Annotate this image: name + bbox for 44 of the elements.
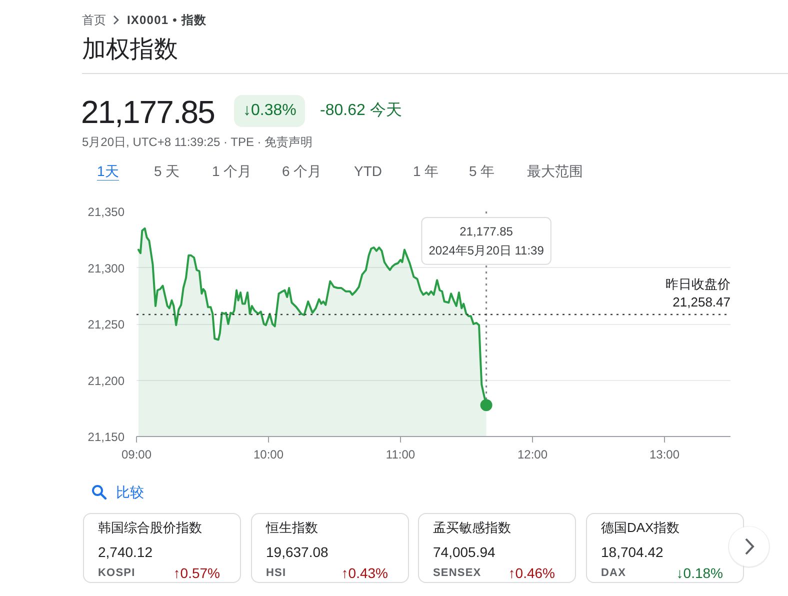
text: 5 天: [154, 163, 180, 179]
category-label: 德国DAX指数: [601, 520, 680, 535]
text: ↑0.57%: [173, 565, 220, 581]
text: 21,177.85: [81, 94, 214, 130]
text: 最大范围: [527, 163, 583, 179]
text: ↓0.38%: [234, 95, 306, 127]
text: 1天: [97, 163, 119, 183]
text: ↓0.18%: [676, 565, 723, 581]
category-label: 恒生指数: [266, 520, 318, 535]
text: -80.62 今天: [320, 102, 402, 119]
text: 首页: [82, 13, 106, 27]
text: 6 个月: [282, 163, 322, 179]
x-tick-label: 09:00: [121, 448, 152, 462]
y-tick-label: 21,200: [88, 374, 125, 388]
text: 比较: [116, 484, 144, 500]
text: 18,704.42: [601, 544, 664, 560]
text: IX0001 • 指数: [127, 13, 207, 27]
y-tick-label: 21,250: [88, 318, 125, 332]
text: 19,637.08: [266, 544, 328, 560]
y-tick-label: 21,350: [88, 205, 125, 219]
y-tick-label: 21,150: [88, 430, 125, 444]
x-tick-label: 11:00: [386, 448, 416, 462]
text: YTD: [354, 163, 382, 179]
text: SENSEX: [433, 567, 482, 579]
text: 5月20日, UTC+8 11:39:25 · TPE · 免责声明: [82, 135, 313, 149]
text: KOSPI: [98, 567, 136, 579]
text: ↑0.46%: [508, 565, 555, 581]
x-tick-label: 10:00: [253, 448, 284, 462]
annotation: 21,177.85 2024年5月20日 11:39: [428, 224, 544, 258]
text: DAX: [601, 567, 626, 579]
text: ↑0.43%: [341, 565, 388, 581]
chart-title: 加权指数: [82, 36, 178, 63]
x-tick-label: 12:00: [517, 448, 548, 462]
text: 2,740.12: [98, 544, 152, 560]
category-label: 孟买敏感指数: [433, 520, 511, 535]
category-label: 韩国综合股价指数: [98, 520, 202, 535]
text: 74,005.94: [433, 544, 496, 560]
text: 5 年: [469, 163, 495, 179]
x-tick-label: 13:00: [649, 448, 680, 462]
text: 1 个月: [212, 163, 252, 179]
y-tick-label: 21,300: [88, 261, 125, 276]
ref-line-label: 昨日收盘价 21,258.47: [666, 276, 731, 310]
text: 1 年: [413, 163, 439, 179]
text: HSI: [266, 567, 286, 579]
